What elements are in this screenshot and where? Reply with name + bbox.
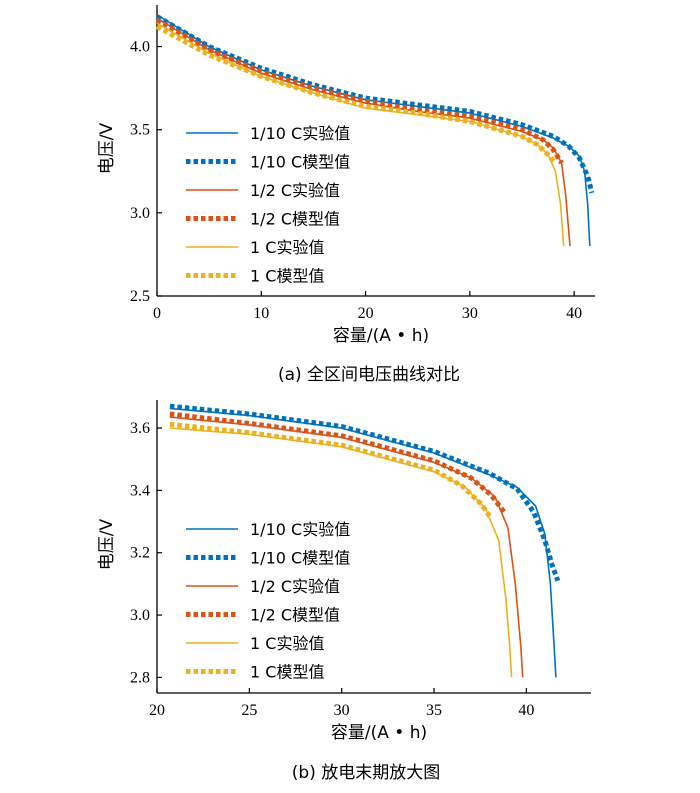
y-tick-label: 3.2 [130,545,150,562]
series-line-model-1 [169,403,561,582]
legend-label: 1 C模型值 [250,663,324,682]
y-tick-label: 3.0 [130,607,150,624]
series-line-model-3 [155,17,564,165]
y-tick-label: 3.6 [130,420,150,437]
x-tick-label: 35 [426,702,442,719]
y-axis-title: 电压/V [97,518,117,570]
legend-label: 1/2 C实验值 [250,577,340,596]
x-tick-label: 40 [566,305,582,322]
x-axis-title: 容量/(A • h) [333,326,429,346]
legend-label: 1/2 C模型值 [250,210,340,229]
series-line-exp-2 [169,416,524,678]
legend-label: 1/2 C实验值 [250,181,340,200]
y-tick-label: 3.0 [130,205,150,222]
series-line-exp-0 [169,407,557,678]
series-line-model-1 [155,14,595,194]
y-tick-label: 4.0 [130,39,150,56]
x-tick-label: 30 [334,702,350,719]
series-line-exp-0 [156,14,591,247]
x-tick-label: 20 [358,305,374,322]
panel-b: 20 25 30 35 40 2.8 3.0 3.2 3.4 3.6 容量/(A • h) 电压/V 1… [97,400,591,783]
y-tick-label: 2.8 [130,669,150,686]
x-tick-label: 20 [149,702,165,719]
y-tick-label: 3.4 [130,482,150,499]
x-tick-label: 10 [253,305,269,322]
x-tick-label: 0 [153,305,161,322]
x-tick-label: 25 [241,702,257,719]
series-line-model-5 [169,421,494,520]
legend-label: 1 C模型值 [250,267,324,286]
legend-label: 1/10 C模型值 [250,153,350,172]
legend-label: 1/10 C模型值 [250,549,350,568]
x-tick-label: 30 [462,305,478,322]
legend-label: 1/10 C实验值 [250,520,350,539]
y-axis-title: 电压/V [97,122,117,174]
legend-label: 1/10 C实验值 [250,124,350,143]
panel-caption: (a) 全区间电压曲线对比 [278,365,460,385]
legend-label: 1 C实验值 [250,634,324,653]
series-line-model-3 [169,411,507,514]
x-tick-label: 40 [518,702,534,719]
panel-caption: (b) 放电末期放大图 [292,763,440,783]
legend-label: 1/2 C模型值 [250,606,340,625]
x-axis-title: 容量/(A • h) [331,723,427,743]
series-line-model-5 [155,24,558,165]
panel-a: 0 10 20 30 40 2.5 3.0 3.5 4.0 容量/(A • h) 电压/V 1/10 … [97,5,595,385]
legend-label: 1 C实验值 [250,238,324,257]
y-tick-label: 3.5 [130,122,150,139]
y-tick-label: 2.5 [130,288,150,305]
